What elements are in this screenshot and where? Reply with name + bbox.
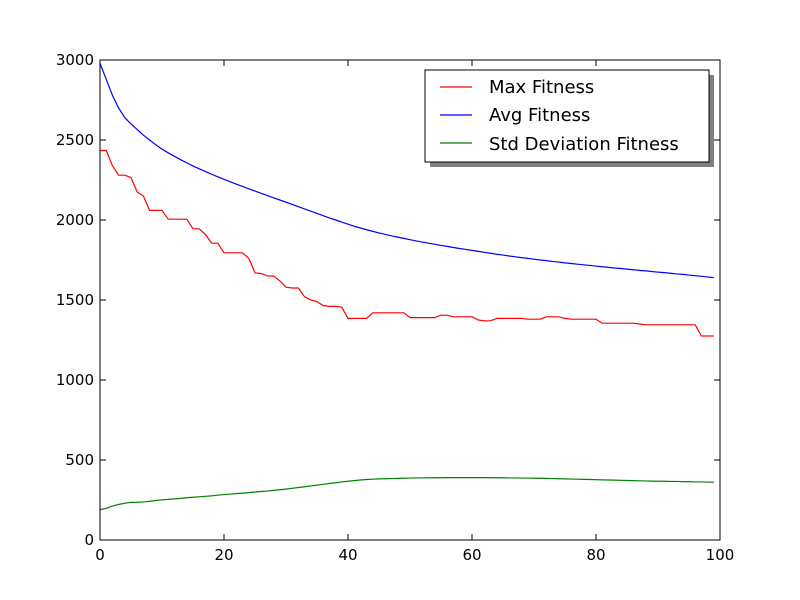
y-tick-label: 500 — [65, 451, 94, 469]
legend-box — [424, 69, 710, 163]
y-tick-label: 3000 — [56, 51, 94, 69]
legend-label-std-deviation-fitness: Std Deviation Fitness — [489, 134, 679, 155]
series-line-avg-fitness — [99, 62, 714, 279]
x-tick-label: 20 — [214, 546, 233, 564]
y-tick-label: 2000 — [56, 211, 94, 229]
series-line-max-fitness — [100, 149, 714, 337]
plot-frame — [99, 59, 721, 541]
y-tick-label: 2500 — [56, 131, 94, 149]
series-line-std-deviation-fitness — [99, 477, 714, 511]
x-tick-label: 80 — [586, 546, 605, 564]
y-tick-label: 1000 — [56, 371, 94, 389]
legend-label-avg-fitness: Avg Fitness — [489, 105, 590, 126]
x-tick-label: 0 — [95, 546, 105, 564]
x-tick-label: 60 — [462, 546, 481, 564]
legend-label-max-fitness: Max Fitness — [489, 77, 594, 98]
legend: Max Fitness Avg Fitness Std Deviation Fi… — [424, 69, 714, 167]
x-tick-label: 100 — [706, 546, 735, 564]
y-tick-label: 0 — [84, 531, 94, 549]
x-tick-label: 40 — [338, 546, 357, 564]
y-tick-label: 1500 — [56, 291, 94, 309]
